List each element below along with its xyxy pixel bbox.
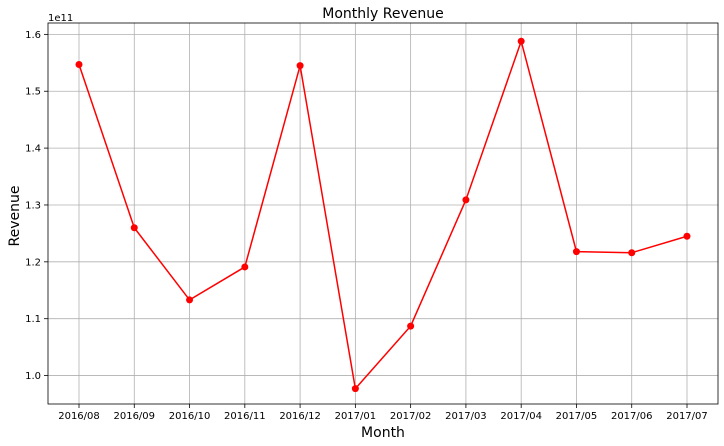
y-tick-label: 1.1 — [25, 314, 41, 325]
x-tick-label: 2017/03 — [445, 411, 487, 422]
data-point — [628, 249, 636, 257]
x-tick-label: 2017/05 — [556, 411, 598, 422]
x-tick-label: 2017/06 — [611, 411, 653, 422]
y-tick-label: 1.6 — [25, 30, 41, 41]
y-tick-label: 1.0 — [25, 371, 41, 382]
series-revenue — [75, 37, 691, 393]
x-tick-label: 2017/02 — [390, 411, 432, 422]
y-axis-ticks: 1.0 1.1 1.2 1.3 1.4 1.5 1.6 — [25, 30, 48, 382]
data-point — [296, 62, 304, 70]
data-point — [517, 37, 525, 45]
x-axis-ticks: 2016/08 2016/09 2016/10 2016/11 2016/12 2017/… — [58, 404, 708, 422]
data-point — [241, 263, 249, 271]
x-tick-label: 2017/07 — [666, 411, 708, 422]
data-point — [130, 224, 138, 232]
data-point — [407, 322, 415, 330]
x-tick-label: 2017/01 — [335, 411, 377, 422]
x-tick-label: 2016/09 — [113, 411, 155, 422]
x-tick-label: 2017/04 — [500, 411, 542, 422]
y-axis-label: Revenue — [7, 186, 23, 247]
y-scale-exponent: 1e11 — [48, 13, 73, 24]
x-tick-label: 2016/08 — [58, 411, 100, 422]
x-tick-label: 2016/12 — [279, 411, 321, 422]
data-point — [75, 61, 83, 69]
y-tick-label: 1.2 — [25, 257, 41, 268]
data-point — [572, 248, 580, 256]
series-line — [78, 38, 688, 391]
data-point — [683, 232, 691, 240]
x-tick-label: 2016/11 — [224, 411, 266, 422]
y-tick-label: 1.5 — [25, 87, 41, 98]
x-tick-label: 2016/10 — [169, 411, 211, 422]
data-point — [186, 296, 194, 304]
data-point — [351, 385, 359, 393]
y-tick-label: 1.3 — [25, 200, 41, 211]
chart-title: Monthly Revenue — [322, 6, 443, 22]
grid — [48, 23, 718, 404]
x-axis-label: Month — [361, 425, 405, 441]
plot-area-frame — [47, 22, 719, 405]
y-tick-label: 1.4 — [25, 144, 41, 155]
data-point — [462, 196, 470, 204]
